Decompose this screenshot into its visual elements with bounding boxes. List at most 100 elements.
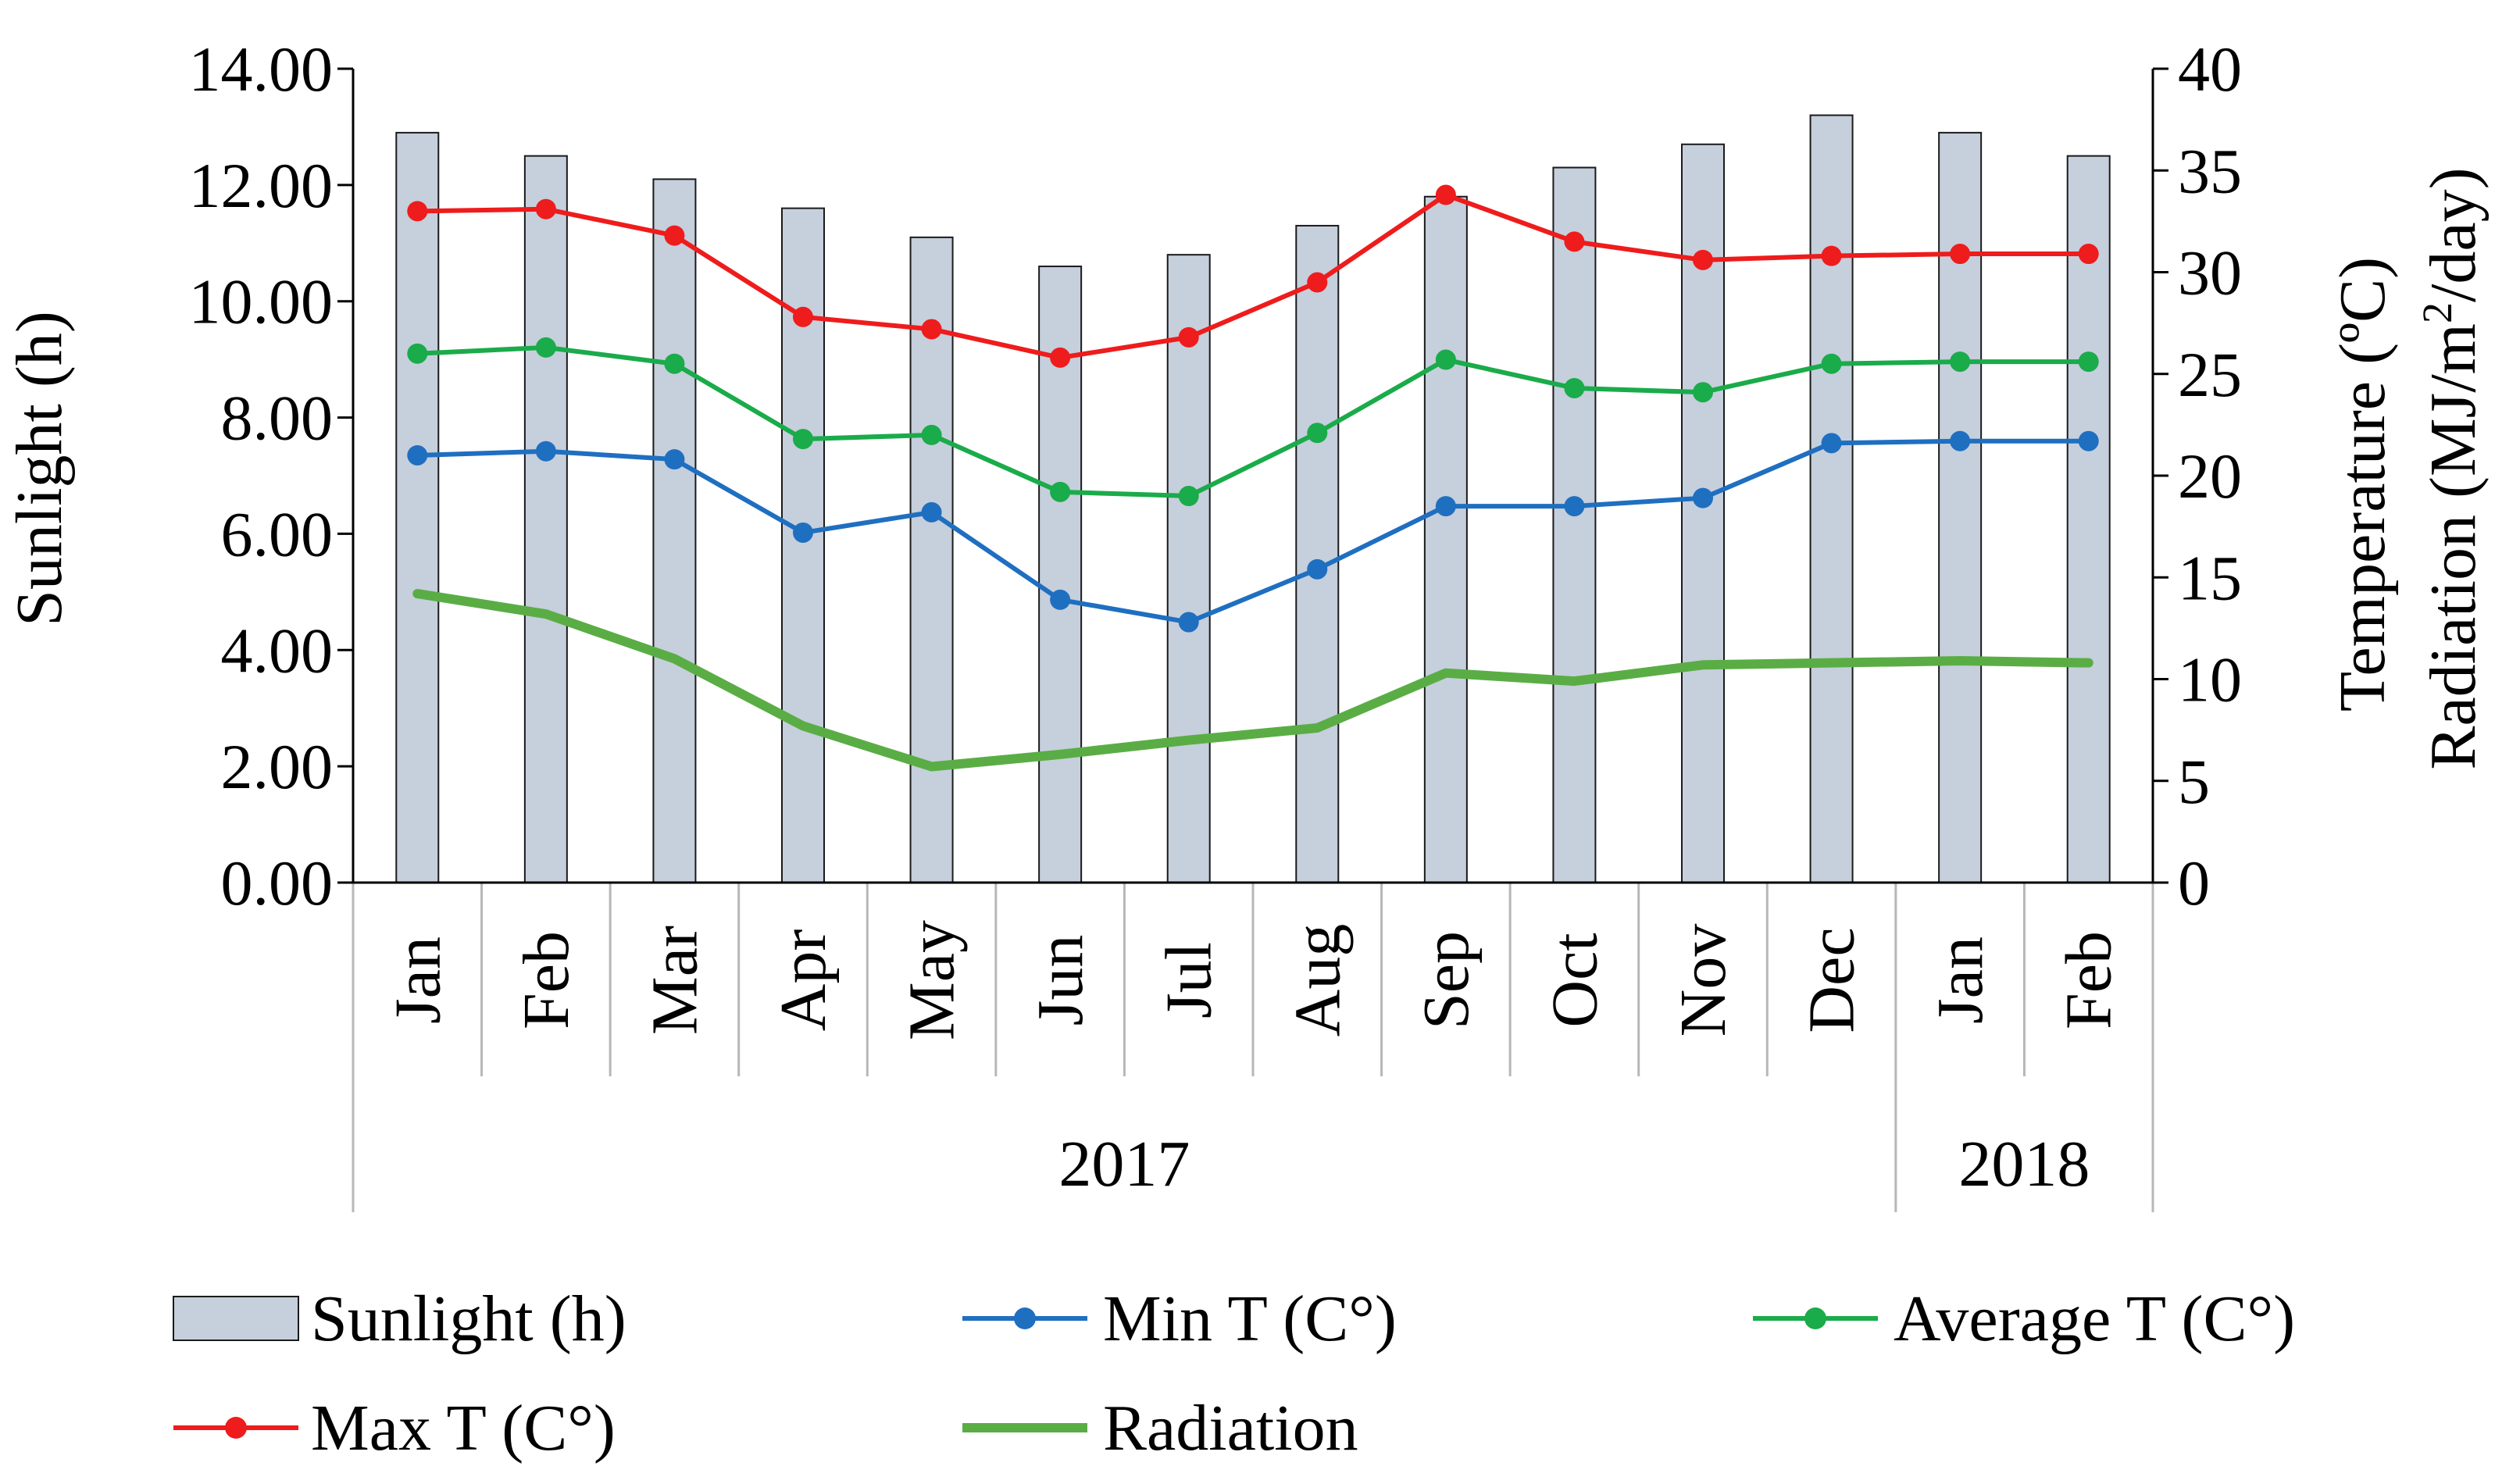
category-label: Apr — [767, 929, 840, 1032]
left-tick-label: 12.00 — [189, 150, 334, 221]
legend-label: Max T (C°) — [311, 1392, 616, 1464]
series-point-1 — [921, 424, 942, 445]
right-axis-title-temperature: Temperature (ºC) — [2326, 257, 2399, 712]
category-label: Mar — [638, 926, 711, 1035]
series-point-0 — [1693, 487, 1713, 508]
category-label: Jan — [381, 936, 454, 1024]
category-label: Oct — [1538, 933, 1611, 1027]
category-label: Jun — [1024, 935, 1097, 1026]
sunlight-bar — [1809, 114, 1854, 884]
sunlight-bar — [909, 236, 954, 884]
sunlight-bar — [1552, 166, 1597, 883]
legend-label: Average T (C°) — [1894, 1282, 2295, 1355]
series-point-1 — [2078, 351, 2099, 373]
category-label: Feb — [510, 931, 583, 1029]
series-point-1 — [664, 353, 685, 374]
category-label: May — [896, 920, 969, 1040]
year-label: 2017 — [1058, 1128, 1190, 1200]
series-point-0 — [1821, 433, 1842, 454]
legend-swatch-bar — [173, 1296, 299, 1341]
series-point-2 — [1050, 347, 1071, 368]
series-point-2 — [1693, 249, 1713, 270]
series-point-0 — [1050, 589, 1071, 610]
series-point-2 — [535, 198, 556, 219]
series-point-1 — [407, 343, 428, 364]
series-line-2 — [415, 192, 2091, 360]
sunlight-bar — [523, 155, 568, 883]
series-line-1 — [415, 344, 2091, 499]
series-point-0 — [535, 441, 556, 462]
right-axis-title-radiation: Radiation (MJ/m2/day) — [2414, 167, 2490, 769]
series-point-2 — [1435, 184, 1456, 205]
legend-label: Sunlight (h) — [311, 1282, 626, 1355]
series-point-0 — [1564, 496, 1585, 517]
right-tick-label: 10 — [2178, 644, 2242, 715]
left-tick-label: 6.00 — [221, 498, 334, 569]
left-axis-title: Sunlight (h) — [3, 311, 76, 626]
category-label: Nov — [1667, 924, 1740, 1037]
series-point-1 — [1950, 351, 1971, 373]
series-point-0 — [793, 522, 813, 543]
series-point-2 — [664, 225, 685, 246]
sunlight-bar — [1295, 224, 1340, 883]
legend-label: Min T (C°) — [1103, 1282, 1397, 1355]
right-tick-label: 15 — [2178, 542, 2242, 613]
legend-swatch-marker — [225, 1417, 247, 1439]
legend-label: Radiation — [1103, 1392, 1358, 1464]
axis-labels: 2017 2018 0.00 2.00 4.00 6.00 8.00 10.00 12.00 14… — [3, 34, 2490, 1200]
series-point-1 — [1564, 377, 1585, 398]
series-line-3 — [412, 589, 2093, 772]
series-point-0 — [664, 449, 685, 470]
category-label: Aug — [1281, 924, 1354, 1037]
series-point-1 — [1821, 353, 1842, 374]
series-point-0 — [921, 501, 942, 523]
radiation-title-suffix: /day) — [2417, 167, 2490, 302]
year-label: 2018 — [1958, 1128, 2090, 1200]
series-line-0 — [415, 438, 2091, 625]
category-label: Sep — [1410, 931, 1483, 1029]
series-point-1 — [535, 337, 556, 358]
right-tick-label: 0 — [2178, 847, 2210, 919]
series-point-1 — [793, 429, 813, 450]
series-point-2 — [1307, 272, 1328, 293]
axes — [337, 67, 2168, 884]
category-separators — [352, 883, 2154, 1212]
left-tick-label: 0.00 — [221, 847, 334, 919]
left-tick-label: 4.00 — [221, 615, 334, 686]
series-point-2 — [407, 201, 428, 222]
series-point-0 — [407, 444, 428, 466]
series-point-1 — [1050, 481, 1071, 502]
series-point-2 — [921, 319, 942, 340]
series-point-0 — [1178, 612, 1199, 633]
left-tick-label: 10.00 — [189, 266, 334, 337]
category-label: Jan — [1924, 936, 1997, 1024]
radiation-title-prefix: Radiation (MJ/m — [2417, 323, 2490, 770]
series-point-2 — [1178, 326, 1199, 348]
sunlight-bars — [395, 114, 2111, 884]
sunlight-bar — [1423, 195, 1468, 883]
left-tick-label: 2.00 — [221, 731, 334, 802]
series-point-2 — [793, 306, 813, 327]
series-point-2 — [1821, 245, 1842, 266]
series-point-0 — [1307, 558, 1328, 580]
radiation-title-superscript: 2 — [2414, 302, 2461, 323]
series-point-1 — [1693, 382, 1713, 403]
series-point-2 — [2078, 244, 2099, 265]
sunlight-bar — [2066, 155, 2111, 883]
category-label: Jul — [1153, 942, 1226, 1018]
sunlight-bar — [395, 131, 440, 884]
series-point-0 — [1435, 496, 1456, 517]
series-point-1 — [1307, 423, 1328, 444]
sunlight-bar — [652, 178, 697, 883]
category-label: Feb — [2053, 931, 2126, 1029]
left-tick-label: 14.00 — [189, 34, 334, 105]
legend-swatch-marker — [1014, 1307, 1036, 1329]
legend-swatch-marker — [1804, 1307, 1826, 1329]
right-tick-label: 40 — [2178, 34, 2242, 105]
left-tick-label: 8.00 — [221, 383, 334, 454]
right-tick-label: 5 — [2178, 746, 2210, 817]
sunlight-bar — [1166, 254, 1211, 883]
category-label: Dec — [1796, 927, 1869, 1033]
series-point-1 — [1178, 486, 1199, 507]
